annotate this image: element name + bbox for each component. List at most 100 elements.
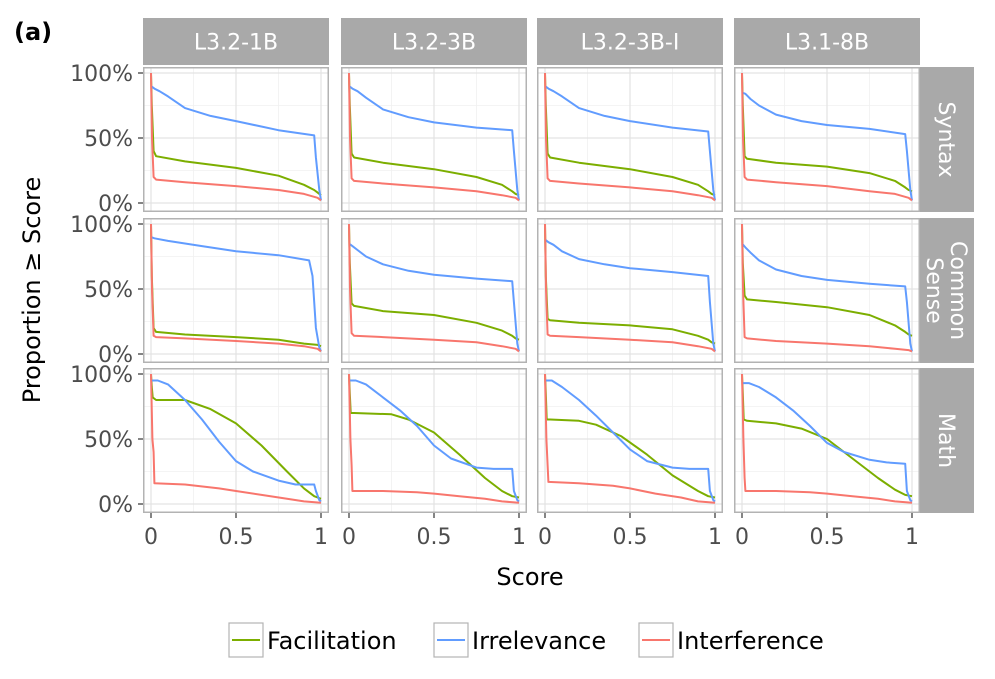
series-line-facilitation [150, 72, 322, 196]
column-strip-l3-2-3b-i [537, 18, 723, 65]
panel-syntax-l3-1-8b [734, 67, 920, 212]
row-strip-math [920, 368, 974, 513]
series-line-irrelevance [544, 238, 716, 352]
panel-math-l3-2-3b [341, 368, 527, 518]
series-line-irrelevance [741, 91, 913, 201]
panel-border [734, 368, 920, 513]
series-line-interference [741, 72, 913, 202]
row-strip-syntax [920, 67, 974, 212]
column-strip-l3-2-1b [143, 18, 329, 65]
panel-border [734, 67, 920, 212]
x-tick-label: 0.5 [613, 525, 648, 550]
x-tick-label: 1 [708, 525, 722, 550]
panel-border [143, 218, 329, 363]
panel-border [143, 67, 329, 212]
y-tick-label: 50% [84, 127, 133, 152]
x-tick-label: 0.5 [219, 525, 254, 550]
series-line-interference [348, 223, 520, 353]
series-line-irrelevance [151, 379, 322, 503]
panel-common-sense-l3-2-1b [138, 218, 329, 363]
panel-syntax-l3-2-3b [341, 67, 527, 212]
panel-border [537, 67, 723, 212]
legend: Facilitation Irrelevance Interference [228, 622, 824, 658]
row-strip-label-line: Syntax [933, 101, 958, 177]
row-strip-label: CommonSense [921, 241, 970, 340]
y-tick-label: 0% [98, 343, 133, 368]
panel-border [341, 368, 527, 513]
y-axis-title: Proportion ≥ Score [18, 177, 46, 403]
x-tick-label: 1 [512, 525, 526, 550]
series-line-interference [741, 223, 913, 353]
column-strip-label: L3.2-1B [194, 31, 278, 56]
legend-item-facilitation: Facilitation [228, 622, 397, 658]
series-line-facilitation [150, 373, 322, 500]
panel-common-sense-l3-2-3b [341, 218, 527, 363]
panel-math-l3-1-8b [734, 368, 920, 518]
series-line-interference [150, 223, 322, 353]
panel-syntax-l3-2-1b [138, 67, 329, 212]
axis-ticks: 0 0.5 1 0 0.5 1 0 0.5 1 0 0.5 10%50%100%0%50%100%0%… [70, 62, 919, 550]
legend-item-interference: Interference [638, 622, 824, 658]
column-strip-l3-2-3b [341, 18, 527, 65]
series-line-interference [544, 72, 716, 202]
series-line-facilitation [544, 72, 716, 197]
panel-border [143, 368, 329, 513]
series-line-irrelevance [544, 85, 716, 201]
series-line-interference [150, 373, 322, 504]
series-line-irrelevance [545, 379, 716, 503]
x-tick-label: 0 [342, 525, 356, 550]
x-tick-label: 0 [144, 525, 158, 550]
series-line-irrelevance [741, 242, 913, 352]
column-strip-label: L3.2-3B-I [581, 31, 680, 56]
series-line-irrelevance [150, 85, 322, 201]
x-tick-label: 1 [314, 525, 328, 550]
row-strip-label: Syntax [933, 101, 958, 177]
column-strip-label: L3.1-8B [785, 31, 869, 56]
panel-border [537, 368, 723, 513]
row-strip-label-line: Sense [921, 257, 946, 323]
y-tick-label: 100% [70, 62, 133, 87]
y-tick-label: 100% [70, 363, 133, 388]
y-tick-label: 50% [84, 278, 133, 303]
panel-border [341, 67, 527, 212]
series-line-interference [544, 223, 716, 353]
panel-common-sense-l3-1-8b [734, 218, 920, 363]
panel-common-sense-l3-2-3b-i [537, 218, 723, 363]
panel-border [537, 218, 723, 363]
x-tick-label: 0 [538, 525, 552, 550]
series-line-irrelevance [349, 379, 520, 503]
series-line-irrelevance [150, 236, 322, 352]
y-tick-label: 0% [98, 192, 133, 217]
x-tick-label: 1 [905, 525, 919, 550]
column-strip-l3-1-8b [734, 18, 920, 65]
panel-math-l3-2-1b [138, 368, 329, 518]
y-tick-label: 100% [70, 213, 133, 238]
panel-border [341, 218, 527, 363]
column-strip-label: L3.2-3B [392, 31, 476, 56]
x-tick-label: 0 [735, 525, 749, 550]
series-line-facilitation [741, 223, 913, 337]
row-strip-label-line: Common [945, 241, 970, 340]
series-line-interference [544, 373, 716, 504]
row-strip-label-line: Math [933, 413, 958, 468]
series-line-irrelevance [348, 242, 520, 352]
series-line-interference [348, 72, 520, 202]
legend-label: Facilitation [267, 627, 397, 655]
series-line-interference [150, 72, 322, 202]
y-tick-label: 0% [98, 493, 133, 518]
row-strip-label: Math [933, 413, 958, 468]
panel-math-l3-2-3b-i [537, 368, 723, 518]
x-axis-title: Score [496, 563, 563, 591]
panel-syntax-l3-2-3b-i [537, 67, 723, 212]
series-line-interference [348, 373, 520, 504]
panel-border [734, 218, 920, 363]
series-line-irrelevance [348, 85, 520, 201]
row-strip-common-sense [920, 218, 974, 363]
y-tick-label: 50% [84, 428, 133, 453]
facet-panels [138, 67, 920, 518]
x-tick-label: 0.5 [417, 525, 452, 550]
panel-tag: (a) [14, 18, 52, 46]
legend-label: Interference [677, 627, 824, 655]
x-tick-label: 0.5 [810, 525, 845, 550]
